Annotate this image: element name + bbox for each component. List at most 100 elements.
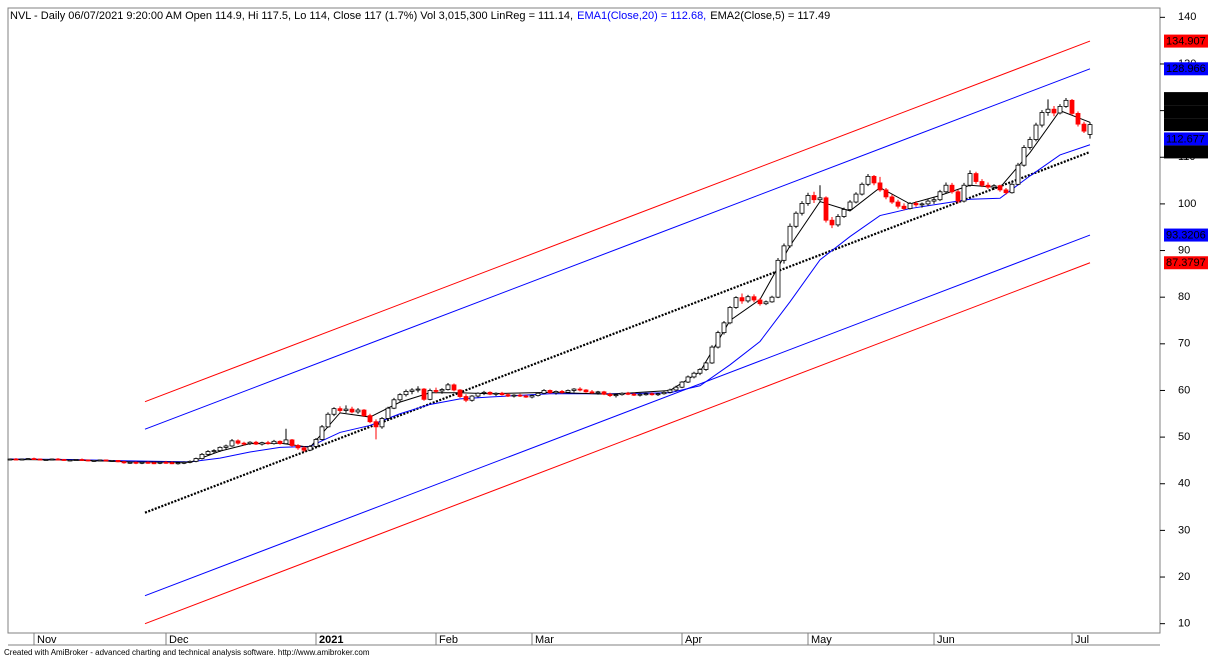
candle-body bbox=[955, 191, 961, 202]
candle-body bbox=[337, 408, 343, 411]
candle-body bbox=[517, 394, 523, 397]
title-segment: EMA2(Close,5) = 117.49 bbox=[710, 10, 830, 22]
candle-body bbox=[493, 392, 499, 395]
candle-body bbox=[859, 183, 865, 195]
candle-body bbox=[397, 394, 403, 401]
indicator-line bbox=[144, 68, 1091, 430]
candle-body bbox=[649, 393, 655, 396]
axis-marker-label: 111.143 bbox=[1166, 146, 1204, 158]
candle-body bbox=[985, 184, 991, 188]
candle-body bbox=[547, 390, 553, 394]
y-tick-label: 40 bbox=[1178, 478, 1190, 490]
candle-body bbox=[679, 381, 685, 388]
candle-body bbox=[925, 200, 931, 205]
candle-body bbox=[25, 458, 31, 460]
candle-body bbox=[793, 212, 799, 227]
candle-body bbox=[913, 203, 919, 206]
y-tick-label: 90 bbox=[1178, 244, 1190, 256]
candle-body bbox=[763, 301, 769, 305]
candle-body bbox=[1063, 99, 1069, 107]
candle-body bbox=[427, 390, 433, 400]
candle-body bbox=[133, 461, 139, 464]
axis-marker-label: 93.3206 bbox=[1166, 229, 1206, 241]
candle-body bbox=[157, 461, 163, 464]
candle-body bbox=[853, 193, 859, 203]
candle-body bbox=[619, 392, 625, 396]
candle-body bbox=[145, 461, 151, 464]
candle-body bbox=[1009, 183, 1015, 194]
candle-body bbox=[541, 390, 547, 394]
candle-body bbox=[469, 395, 475, 401]
candle-body bbox=[49, 458, 55, 461]
plot-frame bbox=[7, 7, 1161, 634]
candle-body bbox=[43, 459, 49, 461]
candle-body bbox=[937, 191, 943, 201]
candle-body bbox=[331, 408, 337, 415]
indicator-line bbox=[144, 262, 1091, 625]
candle-body bbox=[805, 195, 811, 204]
candle-body bbox=[253, 441, 259, 445]
y-tick-label: 100 bbox=[1178, 198, 1196, 210]
candle-body bbox=[109, 460, 115, 462]
candle-body bbox=[127, 461, 133, 464]
candle-body bbox=[535, 392, 541, 396]
candle-body bbox=[613, 394, 619, 397]
candle-body bbox=[931, 199, 937, 202]
x-tick-label: Apr bbox=[685, 634, 702, 646]
candle-body bbox=[601, 391, 607, 395]
candle-body bbox=[283, 439, 289, 445]
candle-body bbox=[1069, 99, 1075, 114]
candle-body bbox=[1027, 139, 1033, 148]
candle-body bbox=[829, 219, 835, 226]
candle-body bbox=[61, 459, 67, 461]
candle-body bbox=[445, 384, 451, 390]
candle-body bbox=[169, 462, 175, 465]
candle-body bbox=[901, 205, 907, 209]
candle-body bbox=[259, 442, 265, 445]
candle-body bbox=[967, 173, 973, 186]
candle-body bbox=[463, 396, 469, 401]
candle-body bbox=[757, 299, 763, 305]
candle-body bbox=[733, 297, 739, 308]
x-tick-label: Mar bbox=[535, 634, 554, 646]
candle-body bbox=[301, 447, 307, 451]
candle-body bbox=[1021, 147, 1027, 166]
candle-body bbox=[511, 394, 517, 397]
axis-marker-label: 112.677 bbox=[1166, 133, 1205, 145]
candle-body bbox=[73, 459, 79, 461]
candle-body bbox=[661, 391, 667, 395]
axis-marker-label: 134.907 bbox=[1166, 35, 1206, 47]
candle-body bbox=[691, 372, 697, 378]
candle-body bbox=[769, 296, 775, 303]
axis-marker-label: 117 bbox=[1166, 119, 1184, 131]
candle-body bbox=[229, 440, 235, 447]
y-tick-label: 60 bbox=[1178, 384, 1190, 396]
candle-body bbox=[187, 460, 193, 463]
candle-body bbox=[583, 389, 589, 393]
candle-body bbox=[457, 389, 463, 397]
x-tick-label: 2021 bbox=[319, 634, 343, 646]
candle-body bbox=[997, 185, 1003, 191]
candle-body bbox=[409, 389, 415, 392]
candle-body bbox=[325, 413, 331, 428]
candle-body bbox=[799, 203, 805, 214]
candle-body bbox=[841, 209, 847, 217]
candle-body bbox=[313, 439, 319, 447]
candle-body bbox=[1003, 189, 1009, 194]
candle-body bbox=[211, 450, 217, 453]
candle-body bbox=[241, 442, 247, 445]
candle-body bbox=[67, 459, 73, 462]
candle-body bbox=[193, 458, 199, 462]
candle-body bbox=[991, 185, 997, 188]
chart-title: NVL - Daily 06/07/2021 9:20:00 AM Open 1… bbox=[10, 10, 830, 22]
candle-body bbox=[13, 458, 19, 461]
candle-body bbox=[349, 408, 355, 413]
candle-body bbox=[379, 418, 385, 428]
x-tick-label: Nov bbox=[37, 634, 57, 646]
candle-body bbox=[319, 426, 325, 440]
candle-body bbox=[265, 442, 271, 445]
axis-marker-label: 87.3797 bbox=[1166, 257, 1206, 269]
candle-body bbox=[433, 390, 439, 392]
